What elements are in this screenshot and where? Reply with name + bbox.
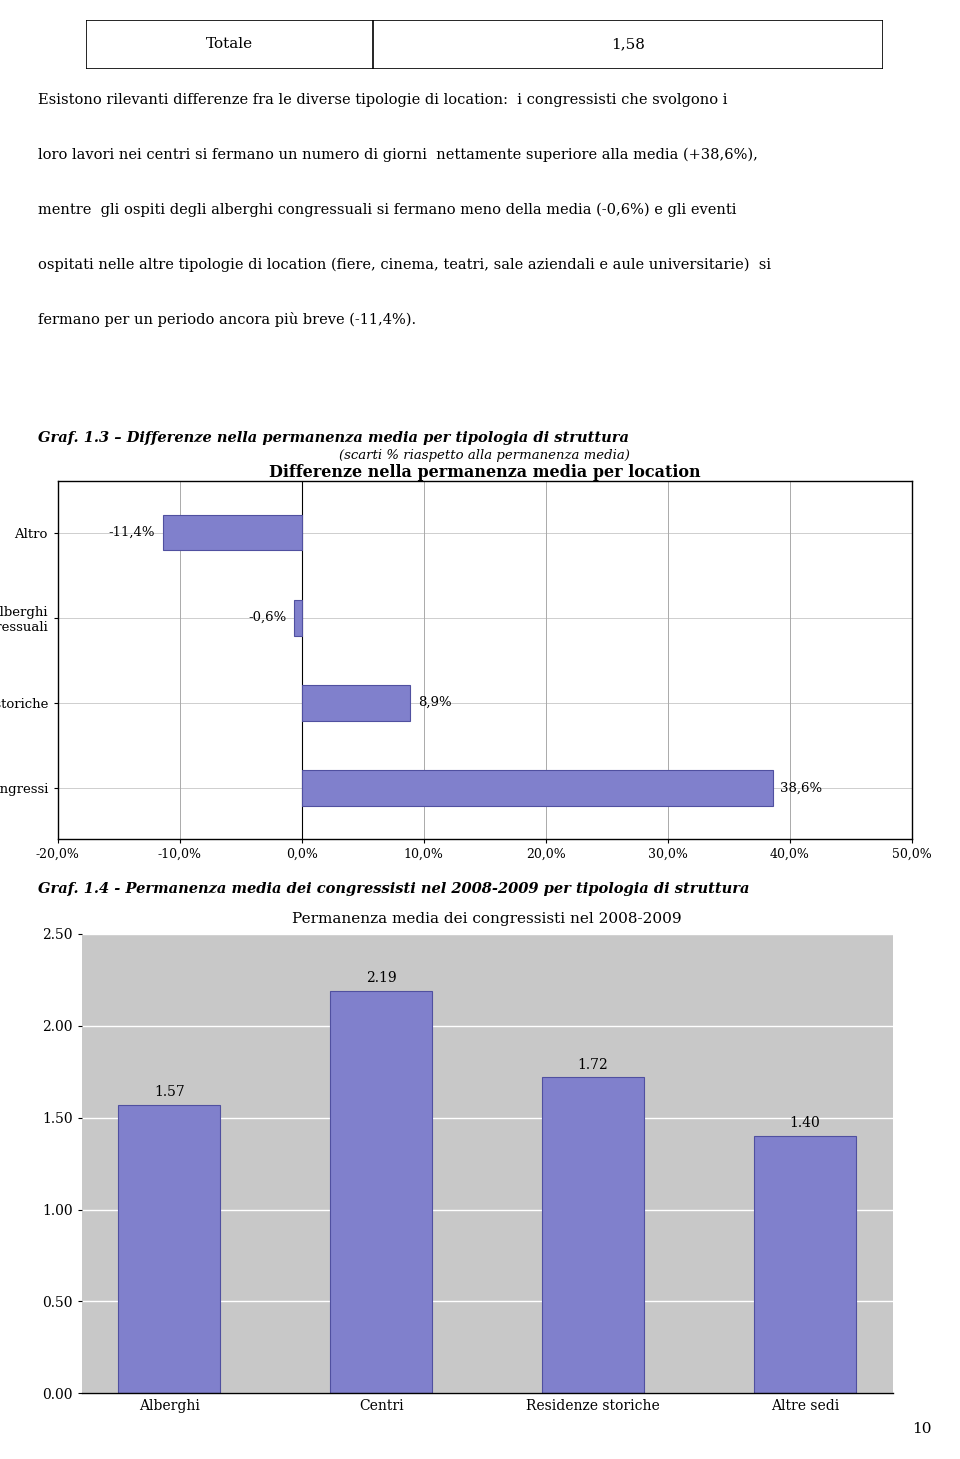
- Text: ospitati nelle altre tipologie di location (fiere, cinema, teatri, sale aziendal: ospitati nelle altre tipologie di locati…: [38, 257, 772, 271]
- Bar: [118, 1104, 220, 1393]
- Text: 1.72: 1.72: [578, 1058, 609, 1071]
- Text: 38,6%: 38,6%: [780, 782, 823, 794]
- Text: 8,9%: 8,9%: [418, 696, 451, 709]
- Text: fermano per un periodo ancora più breve (-11,4%).: fermano per un periodo ancora più breve …: [38, 312, 417, 327]
- Bar: [295, 600, 301, 636]
- Text: Esistono rilevanti differenze fra le diverse tipologie di location:  i congressi: Esistono rilevanti differenze fra le div…: [38, 93, 728, 107]
- Title: Permanenza media dei congressisti nel 2008-2009: Permanenza media dei congressisti nel 20…: [293, 912, 682, 925]
- Bar: [162, 515, 301, 550]
- Text: mentre  gli ospiti degli alberghi congressuali si fermano meno della media (-0,6: mentre gli ospiti degli alberghi congres…: [38, 203, 737, 217]
- Text: 1.40: 1.40: [790, 1116, 821, 1131]
- Text: -0,6%: -0,6%: [249, 611, 287, 624]
- Title: Differenze nella permanenza media per location: Differenze nella permanenza media per lo…: [269, 464, 701, 481]
- Text: Graf. 1.3 – Differenze nella permanenza media per tipologia di struttura: Graf. 1.3 – Differenze nella permanenza …: [38, 430, 630, 445]
- Text: 1.57: 1.57: [154, 1085, 184, 1099]
- Text: 2.19: 2.19: [366, 972, 396, 985]
- Bar: [301, 770, 773, 805]
- Text: loro lavori nei centri si fermano un numero di giorni  nettamente superiore alla: loro lavori nei centri si fermano un num…: [38, 147, 758, 162]
- Text: 1,58: 1,58: [612, 38, 645, 51]
- Text: Totale: Totale: [206, 38, 253, 51]
- Bar: [755, 1137, 856, 1393]
- Text: (scarti % riaspetto alla permanenza media): (scarti % riaspetto alla permanenza medi…: [340, 449, 630, 463]
- Bar: [301, 684, 410, 721]
- Bar: [330, 991, 432, 1393]
- Text: 10: 10: [912, 1423, 931, 1436]
- Text: -11,4%: -11,4%: [108, 527, 156, 538]
- Bar: [542, 1077, 644, 1393]
- Text: Graf. 1.4 - Permanenza media dei congressisti nel 2008-2009 per tipologia di str: Graf. 1.4 - Permanenza media dei congres…: [38, 881, 750, 896]
